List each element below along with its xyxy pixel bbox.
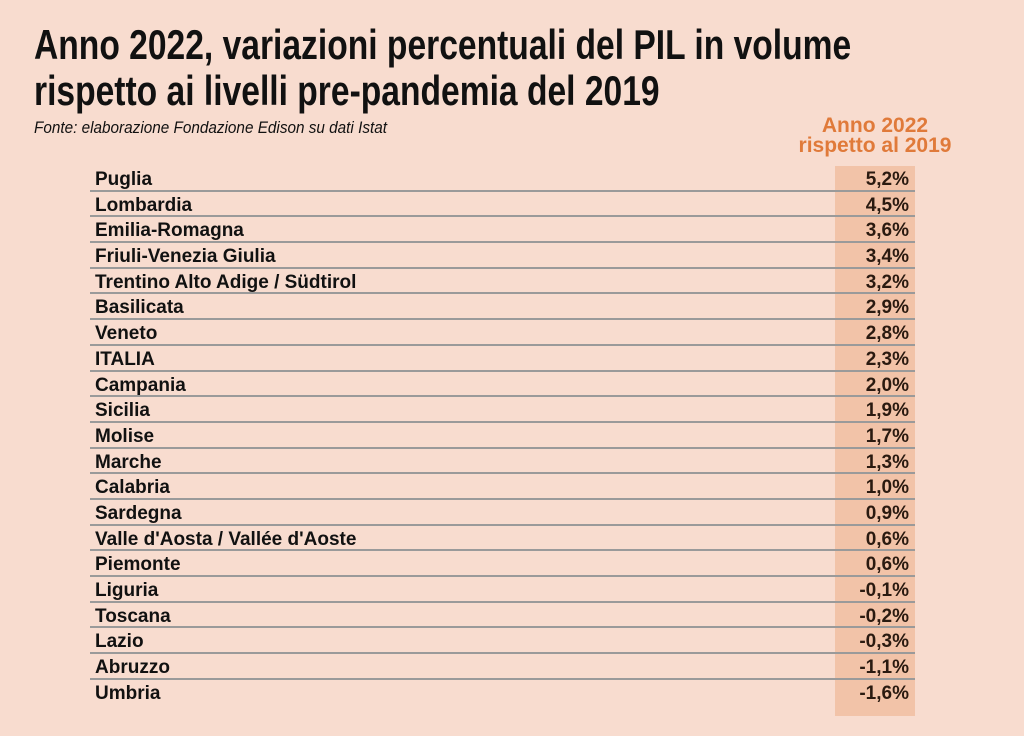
region-value: 2,0%	[865, 374, 909, 396]
region-name: Friuli-Venezia Giulia	[95, 246, 276, 268]
region-value: 2,9%	[865, 297, 909, 319]
table-row: Trentino Alto Adige / Südtirol 3,2%	[90, 269, 915, 295]
region-name: Trentino Alto Adige / Südtirol	[95, 271, 357, 293]
title-line-2: rispetto ai livelli pre-pandemia del 201…	[34, 67, 660, 114]
source-note: Fonte: elaborazione Fondazione Edison su…	[34, 118, 387, 137]
region-name: Basilicata	[95, 297, 184, 319]
region-value: 1,7%	[865, 425, 909, 447]
table-row: Friuli-Venezia Giulia 3,4%	[90, 243, 915, 269]
region-name: ITALIA	[95, 348, 155, 370]
region-value: -1,1%	[859, 657, 909, 679]
table-row: Abruzzo -1,1%	[90, 654, 915, 680]
region-value: 2,8%	[865, 323, 909, 345]
region-value: -1,6%	[859, 682, 909, 704]
table-row: Toscana -0,2%	[90, 603, 915, 629]
table-row: Valle d'Aosta / Vallée d'Aoste 0,6%	[90, 526, 915, 552]
region-name: Emilia-Romagna	[95, 220, 244, 242]
table-row: Liguria -0,1%	[90, 577, 915, 603]
region-value: 0,6%	[865, 554, 909, 576]
table-row: Molise 1,7%	[90, 423, 915, 449]
region-name: Abruzzo	[95, 657, 170, 679]
table-row: Campania 2,0%	[90, 372, 915, 398]
region-value: 0,6%	[865, 528, 909, 550]
table-row: Calabria 1,0%	[90, 474, 915, 500]
region-name: Molise	[95, 425, 155, 447]
region-value: 0,9%	[865, 502, 909, 524]
title-line-1: Anno 2022, variazioni percentuali del PI…	[34, 21, 852, 68]
table-row: Basilicata 2,9%	[90, 294, 915, 321]
table-row: ITALIA 2,3%	[90, 346, 915, 372]
region-value: 1,0%	[865, 477, 909, 499]
region-value: 1,3%	[865, 451, 909, 473]
region-name: Umbria	[95, 682, 161, 704]
region-value: 3,4%	[865, 246, 909, 268]
region-name: Lombardia	[95, 194, 193, 216]
table-row: Piemonte 0,6%	[90, 551, 915, 577]
region-value: 3,6%	[865, 220, 909, 242]
table-row: Lombardia 4,5%	[90, 192, 915, 218]
region-value: -0,2%	[859, 605, 909, 627]
region-name: Lazio	[95, 631, 144, 653]
data-table: Puglia 5,2% Lombardia 4,5% Emilia-Romagna 3,6…	[90, 166, 915, 705]
region-name: Calabria	[95, 477, 170, 499]
region-value: -0,1%	[859, 580, 909, 601]
region-value: 1,9%	[865, 400, 909, 422]
region-name: Liguria	[95, 580, 159, 601]
table-row: Umbria -1,6%	[90, 680, 915, 706]
column-header-line-1: Anno 2022	[821, 114, 929, 137]
table-row: Puglia 5,2%	[90, 166, 915, 192]
region-name: Piemonte	[95, 554, 181, 576]
region-name: Campania	[95, 374, 186, 396]
region-name: Valle d'Aosta / Vallée d'Aoste	[95, 528, 357, 550]
region-value: 2,3%	[865, 348, 909, 370]
table-row: Emilia-Romagna 3,6%	[90, 217, 915, 244]
value-column-highlight	[835, 166, 915, 716]
chart-title: Anno 2022, variazioni percentuali del PI…	[34, 22, 851, 114]
table-row: Veneto 2,8%	[90, 320, 915, 346]
region-name: Marche	[95, 451, 162, 473]
table-row: Sardegna 0,9%	[90, 500, 915, 526]
region-name: Sicilia	[95, 400, 150, 422]
region-value: 3,2%	[865, 271, 909, 293]
column-header: Anno 2022 rispetto al 2019	[770, 114, 980, 157]
column-header-line-2: rispetto al 2019	[798, 134, 952, 157]
table-row: Marche 1,3%	[90, 449, 915, 475]
region-value: 5,2%	[865, 169, 909, 190]
region-value: -0,3%	[859, 631, 909, 653]
region-value: 4,5%	[865, 194, 909, 216]
table-row: Sicilia 1,9%	[90, 397, 915, 423]
region-name: Veneto	[95, 323, 158, 345]
table-row: Lazio -0,3%	[90, 628, 915, 655]
region-name: Puglia	[95, 169, 153, 190]
region-name: Toscana	[95, 605, 171, 627]
region-name: Sardegna	[95, 502, 182, 524]
